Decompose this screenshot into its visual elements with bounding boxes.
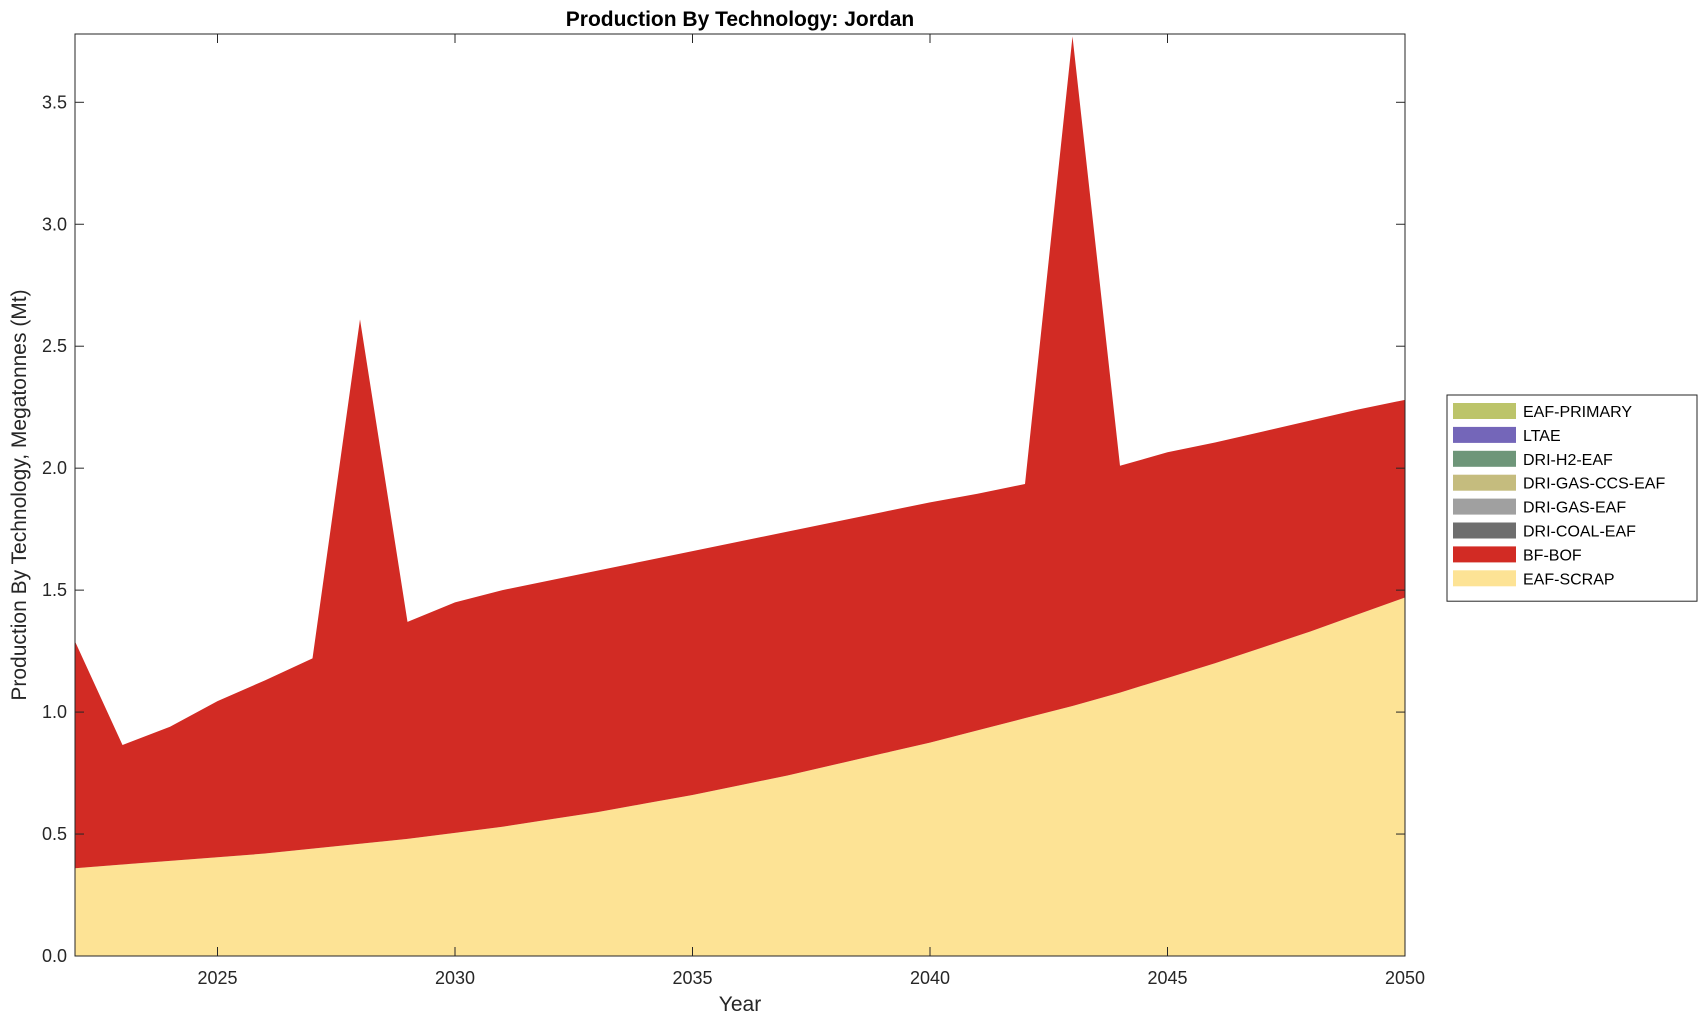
legend-swatch xyxy=(1453,474,1516,491)
legend-label: DRI-H2-EAF xyxy=(1523,452,1613,469)
legend-label: DRI-COAL-EAF xyxy=(1523,524,1636,541)
x-tick-label: 2045 xyxy=(1147,968,1187,988)
x-tick-label: 2050 xyxy=(1385,968,1425,988)
x-tick-label: 2030 xyxy=(435,968,475,988)
y-tick-label: 1.0 xyxy=(42,702,67,722)
legend: EAF-PRIMARY LTAE DRI-H2-EAF DRI-GAS-CCS-EAF… xyxy=(1446,394,1698,602)
legend-swatch xyxy=(1453,522,1516,539)
legend-swatch xyxy=(1453,498,1516,515)
y-tick-label: 3.0 xyxy=(42,214,67,234)
y-tick-label: 2.5 xyxy=(42,336,67,356)
axes-box xyxy=(74,33,1406,957)
y-tick-label: 3.5 xyxy=(42,92,67,112)
y-tick-label: 0.0 xyxy=(42,946,67,966)
legend-label: LTAE xyxy=(1523,428,1561,445)
legend-swatch xyxy=(1453,450,1516,467)
tick-group: 2025 2030 2035 2040 2045 2050 0.0 0.5 1.0 1.5 2.0 2… xyxy=(42,34,1425,988)
legend-label: EAF-PRIMARY xyxy=(1523,404,1632,421)
x-tick-label: 2035 xyxy=(672,968,712,988)
legend-swatch xyxy=(1453,403,1516,419)
x-tick-label: 2025 xyxy=(197,968,237,988)
y-tick-label: 1.5 xyxy=(42,580,67,600)
legend-label: DRI-GAS-CCS-EAF xyxy=(1523,476,1665,493)
x-tick-label: 2040 xyxy=(910,968,950,988)
legend-label: DRI-GAS-EAF xyxy=(1523,500,1626,517)
area-series-group xyxy=(75,36,1405,956)
y-tick-label: 2.0 xyxy=(42,458,67,478)
legend-swatch xyxy=(1453,426,1516,443)
legend-label: BF-BOF xyxy=(1523,547,1582,564)
chart-title: Production By Technology: Jordan xyxy=(566,8,914,31)
legend-swatch xyxy=(1453,546,1516,563)
y-tick-label: 0.5 xyxy=(42,824,67,844)
y-axis-label: Production By Technology, Megatonnes (Mt… xyxy=(8,289,31,700)
legend-label: EAF-SCRAP xyxy=(1523,571,1615,588)
area-bf-bof xyxy=(75,36,1405,869)
area-eaf-scrap xyxy=(75,597,1405,956)
legend-swatch xyxy=(1453,570,1516,587)
x-axis-label: Year xyxy=(719,993,761,1016)
legend-box xyxy=(1446,394,1698,602)
